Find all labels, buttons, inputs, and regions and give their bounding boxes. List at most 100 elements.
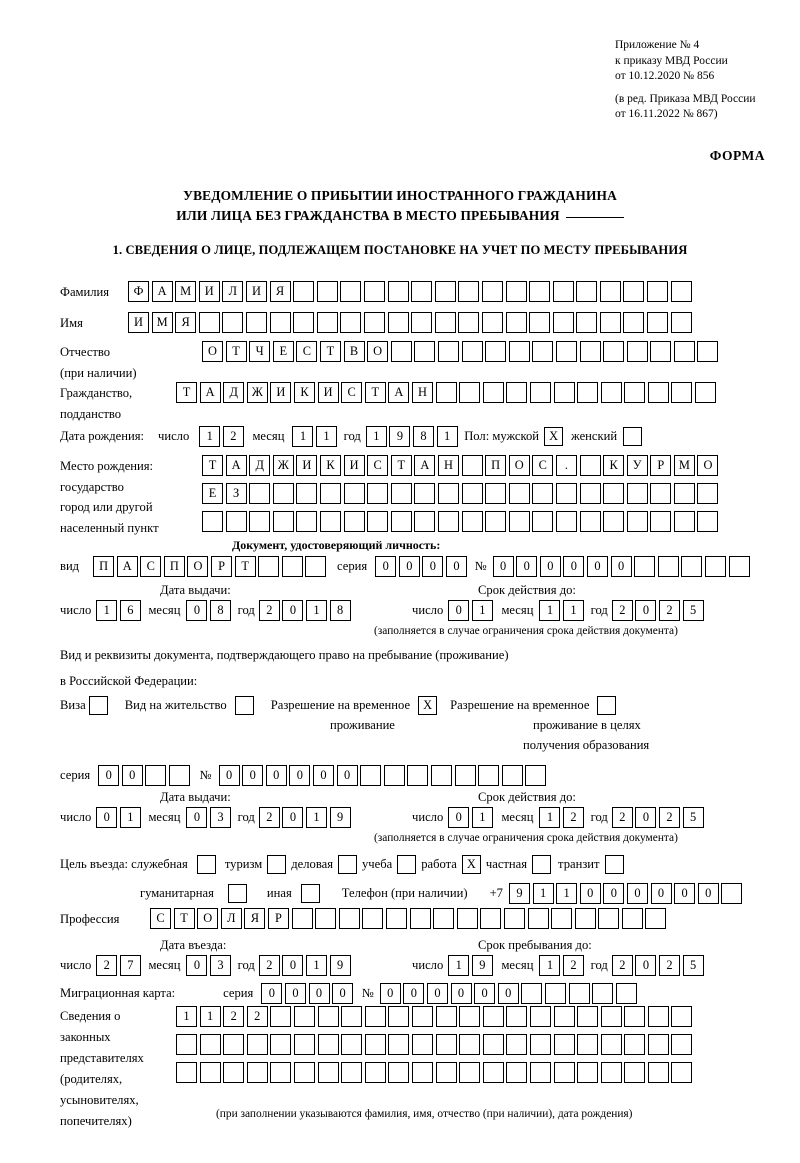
char-cell[interactable]: О <box>202 341 223 362</box>
char-cell[interactable] <box>270 1062 292 1083</box>
char-cell[interactable] <box>270 1006 292 1027</box>
sex-male-checkbox[interactable]: X <box>544 427 564 446</box>
char-cell[interactable] <box>430 765 452 786</box>
char-cell[interactable]: 5 <box>682 807 704 828</box>
char-cell[interactable] <box>388 1034 410 1055</box>
char-cell[interactable] <box>360 765 382 786</box>
char-cell[interactable]: 0 <box>284 983 306 1004</box>
char-cell[interactable] <box>340 312 362 333</box>
purpose-official-checkbox[interactable] <box>196 855 216 874</box>
char-cell[interactable]: Т <box>319 341 341 362</box>
char-cell[interactable] <box>411 281 433 302</box>
char-cell[interactable]: С <box>341 382 363 403</box>
char-cell[interactable]: 0 <box>308 983 330 1004</box>
char-cell[interactable] <box>249 483 271 504</box>
char-cell[interactable]: 0 <box>261 983 283 1004</box>
char-cell[interactable] <box>223 1062 245 1083</box>
char-cell[interactable] <box>555 511 577 532</box>
char-cell[interactable]: С <box>367 455 389 476</box>
char-cell[interactable]: Ж <box>272 455 294 476</box>
char-cell[interactable]: А <box>199 382 221 403</box>
char-cell[interactable] <box>506 1062 528 1083</box>
char-cell[interactable]: Т <box>225 341 247 362</box>
char-cell[interactable]: 2 <box>563 807 585 828</box>
visa-checkbox[interactable] <box>88 696 108 715</box>
char-cell[interactable] <box>317 1062 339 1083</box>
char-cell[interactable]: Д <box>249 455 271 476</box>
char-cell[interactable] <box>577 382 599 403</box>
char-cell[interactable]: 1 <box>306 600 328 621</box>
char-cell[interactable]: 2 <box>611 955 633 976</box>
char-cell[interactable] <box>553 1062 575 1083</box>
char-cell[interactable] <box>390 341 412 362</box>
char-cell[interactable] <box>437 511 459 532</box>
char-cell[interactable] <box>506 1034 528 1055</box>
char-cell[interactable]: Н <box>437 455 459 476</box>
char-cell[interactable]: 5 <box>682 600 704 621</box>
char-cell[interactable] <box>411 1006 433 1027</box>
char-cell[interactable] <box>225 511 247 532</box>
char-cell[interactable] <box>552 312 574 333</box>
char-cell[interactable]: 0 <box>186 807 208 828</box>
char-cell[interactable] <box>624 382 646 403</box>
char-cell[interactable]: Л <box>220 908 242 929</box>
char-cell[interactable] <box>615 983 637 1004</box>
char-cell[interactable]: 2 <box>611 807 633 828</box>
char-cell[interactable]: 2 <box>96 955 118 976</box>
char-cell[interactable] <box>434 312 456 333</box>
char-cell[interactable]: 0 <box>516 556 538 577</box>
char-cell[interactable] <box>529 1062 551 1083</box>
char-cell[interactable]: К <box>319 455 341 476</box>
char-cell[interactable] <box>525 765 547 786</box>
char-cell[interactable] <box>485 511 507 532</box>
char-cell[interactable]: 0 <box>450 983 472 1004</box>
char-cell[interactable]: И <box>128 312 149 333</box>
char-cell[interactable] <box>481 281 503 302</box>
char-cell[interactable] <box>340 281 362 302</box>
char-cell[interactable]: 0 <box>242 765 264 786</box>
char-cell[interactable]: Т <box>202 455 223 476</box>
char-cell[interactable] <box>592 983 614 1004</box>
char-cell[interactable] <box>673 341 695 362</box>
char-cell[interactable]: 0 <box>448 600 470 621</box>
char-cell[interactable]: 0 <box>98 765 120 786</box>
char-cell[interactable] <box>485 341 507 362</box>
char-cell[interactable]: Я <box>175 312 197 333</box>
char-cell[interactable] <box>506 1006 528 1027</box>
char-cell[interactable]: С <box>296 341 318 362</box>
purpose-work-checkbox[interactable]: X <box>461 855 481 874</box>
char-cell[interactable]: Я <box>244 908 266 929</box>
char-cell[interactable]: Ч <box>249 341 271 362</box>
char-cell[interactable] <box>293 312 315 333</box>
char-cell[interactable] <box>458 312 480 333</box>
char-cell[interactable] <box>456 908 478 929</box>
char-cell[interactable]: И <box>245 281 267 302</box>
char-cell[interactable]: 0 <box>403 983 425 1004</box>
char-cell[interactable] <box>647 1062 669 1083</box>
residence-permit-checkbox[interactable] <box>234 696 254 715</box>
char-cell[interactable]: 3 <box>210 807 232 828</box>
char-cell[interactable]: 2 <box>659 807 681 828</box>
char-cell[interactable]: 0 <box>282 955 304 976</box>
char-cell[interactable] <box>671 1034 693 1055</box>
char-cell[interactable]: И <box>343 455 365 476</box>
char-cell[interactable]: 5 <box>682 955 704 976</box>
char-cell[interactable] <box>272 483 294 504</box>
char-cell[interactable]: О <box>697 455 719 476</box>
char-cell[interactable] <box>293 1034 315 1055</box>
char-cell[interactable] <box>551 908 573 929</box>
char-cell[interactable] <box>385 908 407 929</box>
char-cell[interactable]: 0 <box>626 883 648 904</box>
char-cell[interactable]: 9 <box>471 955 493 976</box>
char-cell[interactable]: 0 <box>121 765 143 786</box>
